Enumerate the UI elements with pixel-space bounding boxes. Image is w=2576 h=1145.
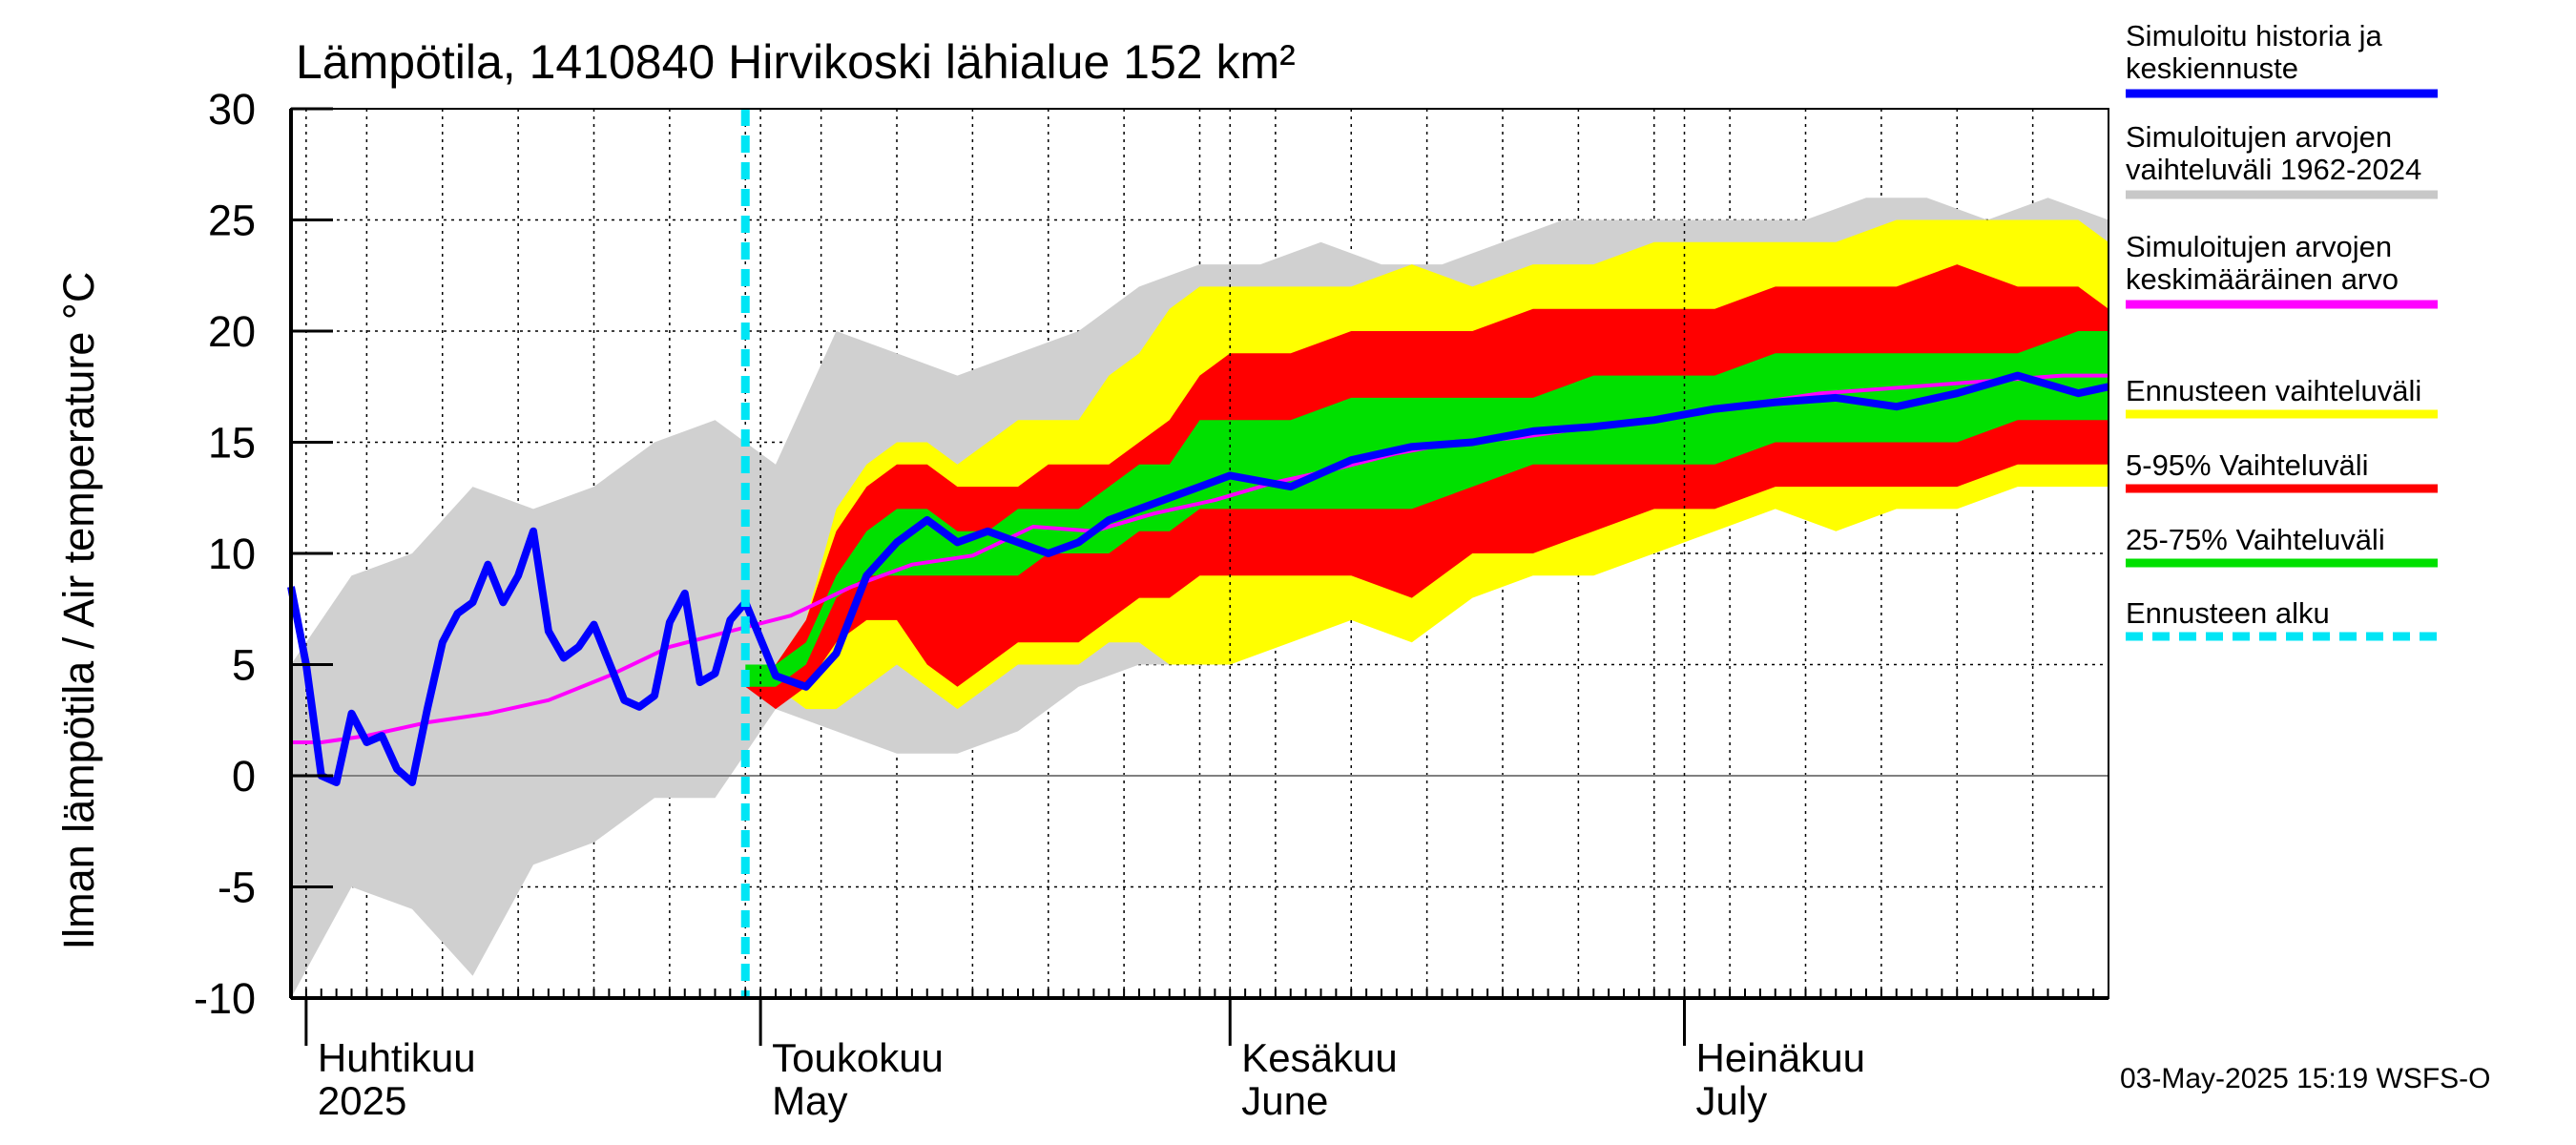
month-label-en: May xyxy=(772,1078,847,1123)
chart-title: Lämpötila, 1410840 Hirvikoski lähialue 1… xyxy=(296,35,1296,89)
month-label-fi: Heinäkuu xyxy=(1696,1035,1865,1080)
month-label-en: June xyxy=(1241,1078,1328,1123)
legend-label: Ennusteen alku xyxy=(2126,596,2330,630)
simulated-forecast-line xyxy=(287,371,2109,786)
legend-label: Simuloitujen arvojen xyxy=(2126,120,2392,154)
y-tick-label: -10 xyxy=(194,974,256,1023)
legend-label: Simuloitujen arvojen xyxy=(2126,230,2392,263)
legend-label: 5-95% Vaihteluväli xyxy=(2126,448,2368,482)
legend-label: Ennusteen vaihteluväli xyxy=(2126,374,2421,407)
legend-label: vaihteluväli 1962-2024 xyxy=(2126,153,2421,186)
timestamp-label: 03-May-2025 15:19 WSFS-O xyxy=(2120,1063,2491,1094)
legend-label: keskimääräinen arvo xyxy=(2126,262,2399,296)
y-tick-label: 0 xyxy=(232,752,256,801)
y-tick-label: 5 xyxy=(232,641,256,690)
month-label-en: 2025 xyxy=(318,1078,406,1123)
legend-label: keskiennuste xyxy=(2126,52,2298,85)
y-tick-label: 20 xyxy=(208,307,256,356)
y-tick-label: 30 xyxy=(208,85,256,134)
y-axis-label: Ilman lämpötila / Air temperature °C xyxy=(54,272,103,950)
month-label-fi: Kesäkuu xyxy=(1241,1035,1397,1080)
y-tick-label: 10 xyxy=(208,530,256,578)
legend-label: 25-75% Vaihteluväli xyxy=(2126,523,2385,556)
month-label-fi: Huhtikuu xyxy=(318,1035,476,1080)
y-tick-label: -5 xyxy=(218,864,256,912)
y-tick-labels: 30 25 20 15 10 5 0 -5 -10 xyxy=(194,85,256,1023)
percentile-25-75-band xyxy=(745,331,2109,687)
legend-label: Simuloitu historia ja xyxy=(2126,19,2383,52)
y-tick-label: 25 xyxy=(208,197,256,245)
month-label-en: July xyxy=(1696,1078,1768,1123)
plot-area xyxy=(287,107,2109,1000)
month-label-fi: Toukokuu xyxy=(772,1035,944,1080)
mean-line xyxy=(291,373,2109,744)
y-tick-label: 15 xyxy=(208,419,256,468)
